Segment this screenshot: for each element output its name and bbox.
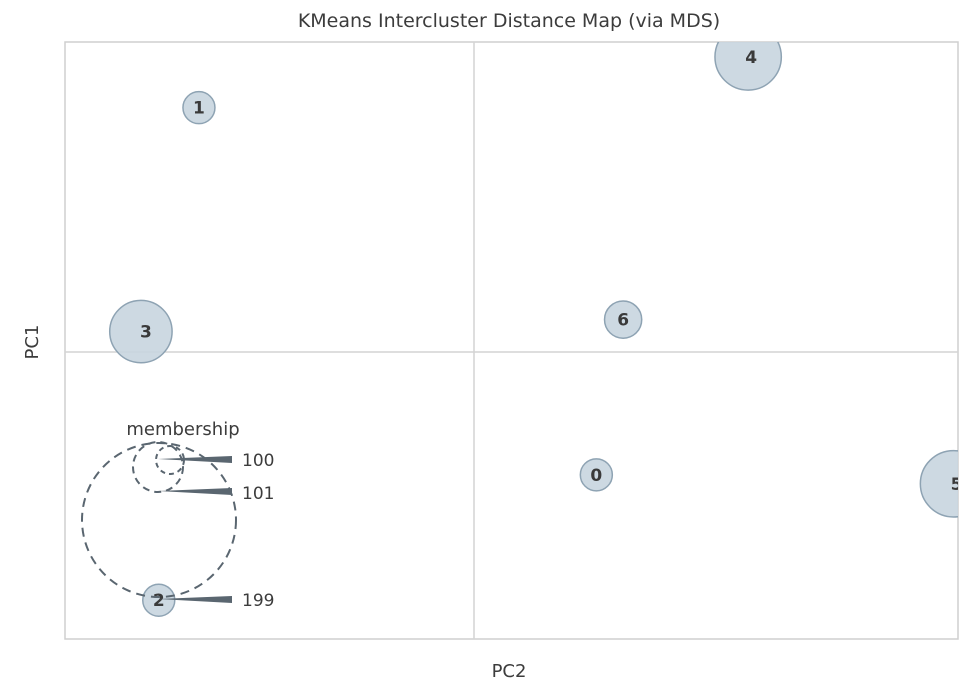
plot-area	[64, 41, 959, 640]
y-axis-label: PC1	[22, 325, 43, 360]
legend-pointer-199	[158, 596, 232, 603]
cluster-label-6: 6	[617, 311, 629, 331]
cluster-labels: 0 1 2 3 4 5 6	[140, 48, 963, 611]
membership-legend: membership 100 101 199	[81, 419, 274, 611]
chart-title: KMeans Intercluster Distance Map (via MD…	[298, 10, 720, 32]
legend-circle-medium	[132, 441, 184, 493]
cluster-label-2: 2	[153, 591, 165, 611]
cluster-label-1: 1	[193, 99, 205, 119]
cluster-label-3: 3	[140, 323, 152, 343]
cluster-bubble-4	[714, 42, 783, 91]
cluster-label-5: 5	[951, 475, 963, 495]
cluster-bubble-3	[108, 299, 173, 364]
cluster-label-4: 4	[745, 48, 757, 68]
legend-value-100: 100	[242, 451, 274, 471]
legend-value-199: 199	[242, 591, 274, 611]
legend-circle-large	[81, 442, 237, 598]
cluster-bubble-5	[919, 449, 958, 518]
cluster-bubble-6	[603, 300, 643, 339]
legend-pointer-101	[158, 488, 232, 495]
cluster-label-0: 0	[590, 466, 602, 486]
cluster-bubble-2	[142, 583, 176, 617]
x-axis-label: PC2	[492, 661, 527, 682]
cluster-bubble-1	[182, 90, 216, 125]
legend-pointer-100	[158, 456, 232, 463]
legend-title: membership	[126, 419, 239, 440]
legend-value-101: 101	[242, 484, 274, 504]
cluster-layer: 0 1 2 3 4 5 6	[108, 42, 963, 617]
cluster-bubble-0	[579, 458, 614, 492]
